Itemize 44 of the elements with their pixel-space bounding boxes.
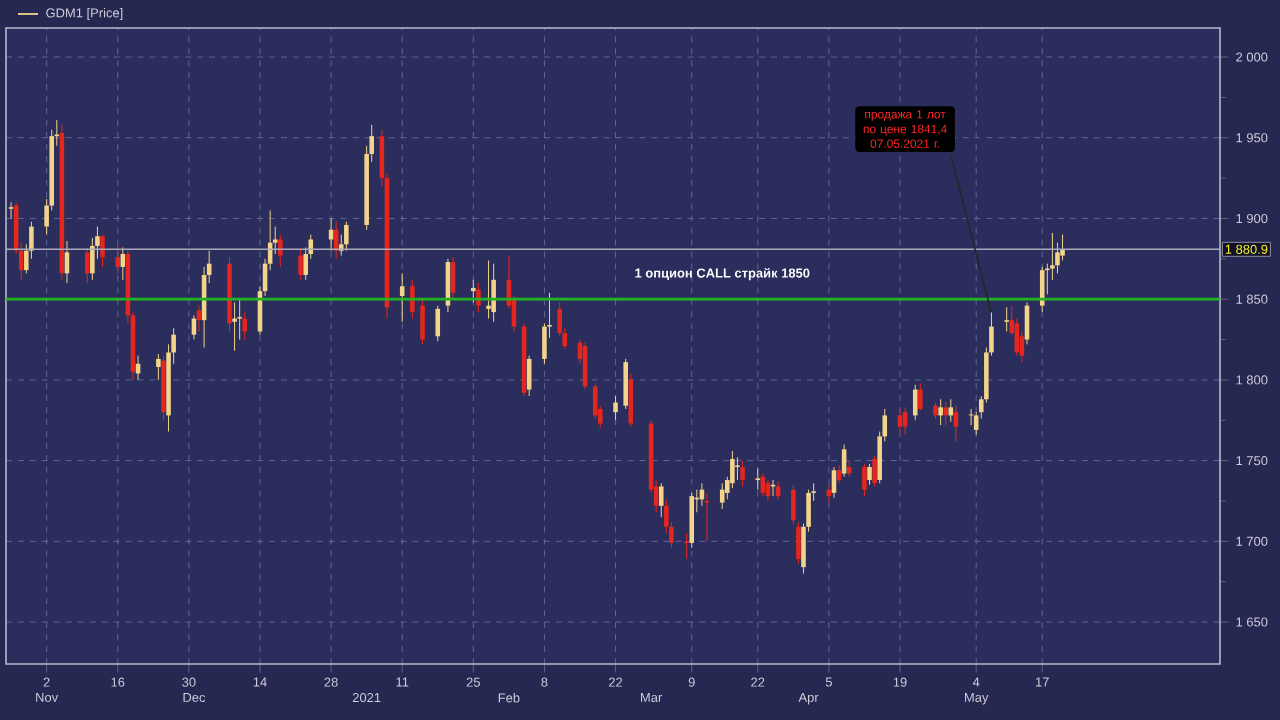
- candlestick: [242, 311, 248, 341]
- candlestick: [735, 456, 740, 481]
- candlestick: [1039, 266, 1045, 313]
- candlestick: [740, 460, 745, 487]
- candlestick: [872, 455, 877, 487]
- candlestick: [623, 358, 628, 410]
- candlestick: [938, 398, 943, 426]
- candlestick: [592, 382, 598, 420]
- candlestick: [420, 298, 425, 345]
- candlestick: [918, 382, 923, 412]
- candlestick: [943, 401, 949, 426]
- candlestick: [84, 247, 90, 284]
- candlestick: [902, 406, 908, 436]
- candlestick: [719, 482, 725, 510]
- candlestick: [704, 492, 710, 542]
- candlestick: [658, 482, 664, 518]
- candlestick: [196, 305, 202, 332]
- candlestick: [1004, 306, 1009, 332]
- candlestick: [796, 521, 801, 565]
- candlestick: [862, 463, 867, 497]
- candlestick: [399, 272, 405, 323]
- candlestick: [115, 243, 121, 274]
- candlestick: [491, 263, 496, 323]
- candlestick: [156, 353, 161, 381]
- candlestick: [791, 484, 796, 525]
- candlestick: [100, 234, 105, 268]
- candlestick: [684, 532, 689, 560]
- candlestick: [471, 279, 476, 303]
- candlestick: [435, 305, 441, 342]
- candlestick: [298, 247, 303, 281]
- candlestick: [613, 395, 618, 421]
- candlestick: [344, 221, 349, 252]
- candlestick: [689, 492, 695, 549]
- candlestick: [278, 234, 283, 268]
- candlestick: [912, 384, 918, 421]
- candlestick: [953, 405, 959, 442]
- candlestick: [897, 408, 903, 433]
- candlestick: [410, 279, 415, 320]
- candlestick: [755, 468, 761, 491]
- candlestick: [8, 201, 14, 219]
- candlestick: [232, 301, 237, 352]
- candlestick: [867, 463, 872, 486]
- candlestick: [841, 443, 847, 478]
- candlestick: [486, 259, 491, 320]
